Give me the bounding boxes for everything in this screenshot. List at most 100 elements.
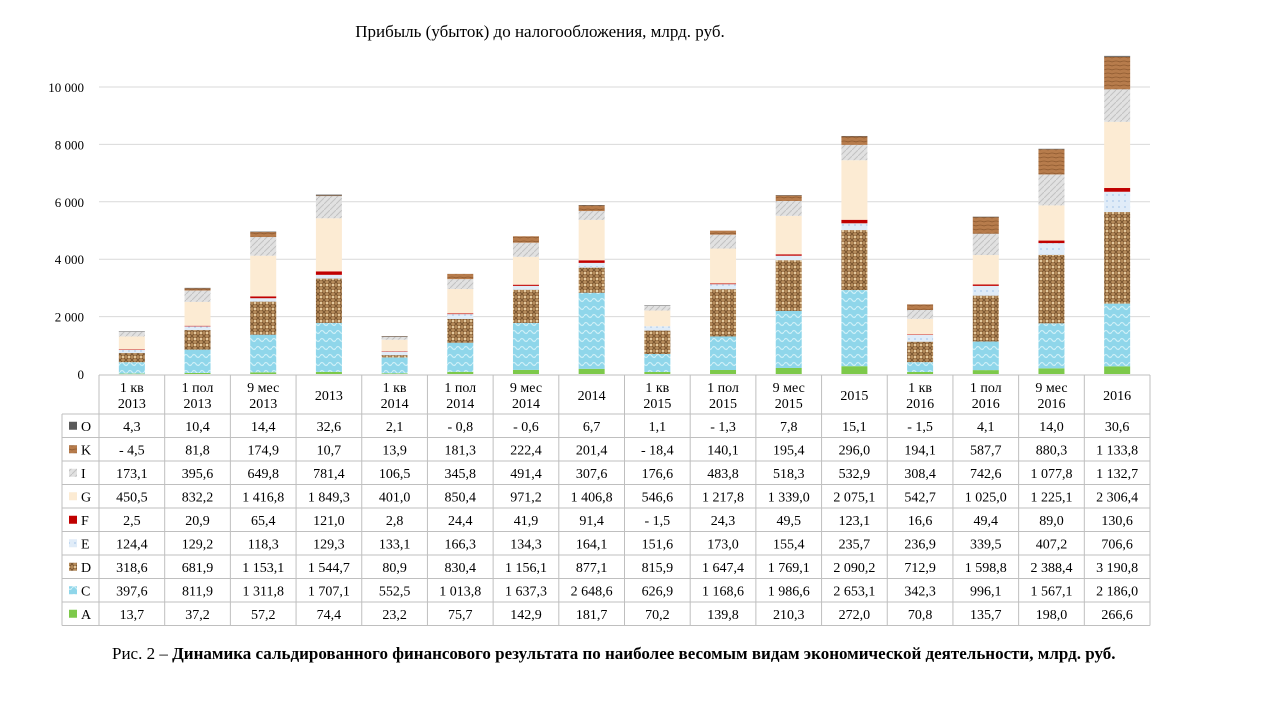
bar-segment-O [381, 336, 408, 337]
chart-title: Прибыль (убыток) до налогообложения, млр… [355, 22, 725, 41]
data-label: 13,7 [120, 608, 145, 623]
data-label: 16,6 [908, 514, 933, 529]
bar-segment-K [710, 230, 737, 235]
data-label: 2,8 [386, 514, 404, 529]
bar-segment-K [250, 232, 277, 238]
legend-entry: G [81, 490, 91, 505]
bar-segment-F [512, 284, 539, 286]
bar-segment-C [381, 357, 408, 374]
legend-entry: F [81, 514, 89, 529]
category-label: 2015 [775, 397, 803, 412]
data-label: 2 648,6 [571, 584, 613, 599]
y-tick-label: 4 000 [55, 252, 84, 267]
legend-key-O [69, 421, 77, 430]
data-label: 198,0 [1036, 608, 1068, 623]
data-label: 14,4 [251, 420, 276, 435]
data-label: 57,2 [251, 608, 276, 623]
bar-segment-F [447, 313, 474, 315]
data-label: 4,3 [123, 420, 141, 435]
data-label: 1 849,3 [308, 490, 350, 505]
data-label: 587,7 [970, 443, 1002, 458]
category-label: 2013 [249, 397, 277, 412]
category-label: 2015 [840, 389, 868, 404]
data-label: 133,1 [379, 537, 411, 552]
data-label: 450,5 [116, 490, 148, 505]
category-label: 2013 [118, 397, 146, 412]
bar-segment-G [710, 248, 737, 284]
data-label: 296,0 [839, 443, 871, 458]
data-label: 70,2 [645, 608, 670, 623]
bar-segment-A [381, 373, 408, 374]
bar-segment-C [250, 334, 277, 373]
data-label: 23,2 [382, 608, 407, 623]
bar-segment-C [907, 362, 934, 372]
data-label: 1 637,3 [505, 584, 547, 599]
legend-key-I [69, 468, 77, 477]
data-label: 164,1 [576, 537, 608, 552]
bar-segment-F [184, 325, 211, 327]
data-label: 811,9 [182, 584, 213, 599]
bar-segment-A [841, 366, 868, 374]
bar-segment-E [184, 326, 211, 331]
data-label: 272,0 [839, 608, 871, 623]
bar-segment-C [315, 322, 342, 372]
data-label: 996,1 [970, 584, 1002, 599]
data-label: 194,1 [904, 443, 936, 458]
bar-segment-A [250, 372, 277, 374]
bar-segment-F [1104, 188, 1131, 192]
data-label: 135,7 [970, 608, 1002, 623]
data-label: 1 339,0 [768, 490, 810, 505]
category-label: 2015 [709, 397, 737, 412]
data-label: 130,6 [1101, 514, 1133, 529]
data-label: 1 707,1 [308, 584, 350, 599]
data-label: 552,5 [379, 584, 411, 599]
bar-segment-D [381, 355, 408, 358]
data-label: - 4,5 [119, 443, 145, 458]
data-label: 235,7 [839, 537, 871, 552]
data-label: 106,5 [379, 467, 411, 482]
data-label: 971,2 [510, 490, 542, 505]
bar-segment-I [841, 144, 868, 161]
bar-segment-O [644, 305, 671, 306]
figure-caption: Рис. 2 – Динамика сальдированного финанс… [60, 640, 1150, 668]
category-label: 1 пол [970, 381, 1002, 396]
legend-key-G [69, 492, 77, 501]
y-tick-label: 0 [78, 367, 85, 382]
bar-segment-I [118, 331, 145, 337]
data-label: 49,4 [974, 514, 999, 529]
bar-segment-G [907, 318, 934, 335]
bar-segment-A [512, 369, 539, 374]
data-label: 877,1 [576, 561, 608, 576]
data-label: 712,9 [904, 561, 936, 576]
data-label: 1 598,8 [965, 561, 1007, 576]
data-label: 395,6 [182, 467, 214, 482]
data-label: 681,9 [182, 561, 214, 576]
y-tick-label: 8 000 [55, 137, 84, 152]
category-label: 9 мес [773, 381, 805, 396]
data-label: - 1,5 [645, 514, 671, 529]
bar-segment-C [578, 292, 605, 369]
bar-segment-I [315, 195, 342, 219]
data-label: 626,9 [642, 584, 674, 599]
data-label: 397,6 [116, 584, 148, 599]
data-label: 74,4 [317, 608, 342, 623]
bar-segment-A [578, 368, 605, 374]
data-label: 1,1 [649, 420, 667, 435]
bar-segment-E [644, 326, 671, 331]
bar-segment-F [1038, 240, 1065, 244]
legend-entry: A [81, 608, 92, 623]
data-label: 65,4 [251, 514, 276, 529]
bar-segment-G [644, 310, 671, 327]
bar-segment-K [841, 136, 868, 145]
bar-segment-D [578, 267, 605, 293]
bar-segment-C [841, 290, 868, 367]
data-label: 1 153,1 [242, 561, 284, 576]
bar-segment-O [841, 135, 868, 137]
category-label: 1 пол [182, 381, 214, 396]
bar-segment-G [447, 289, 474, 314]
bar-segment-I [447, 279, 474, 290]
data-label: 1 077,8 [1030, 467, 1072, 482]
data-label: 236,9 [904, 537, 936, 552]
data-label: 174,9 [247, 443, 279, 458]
data-label: 70,8 [908, 608, 933, 623]
